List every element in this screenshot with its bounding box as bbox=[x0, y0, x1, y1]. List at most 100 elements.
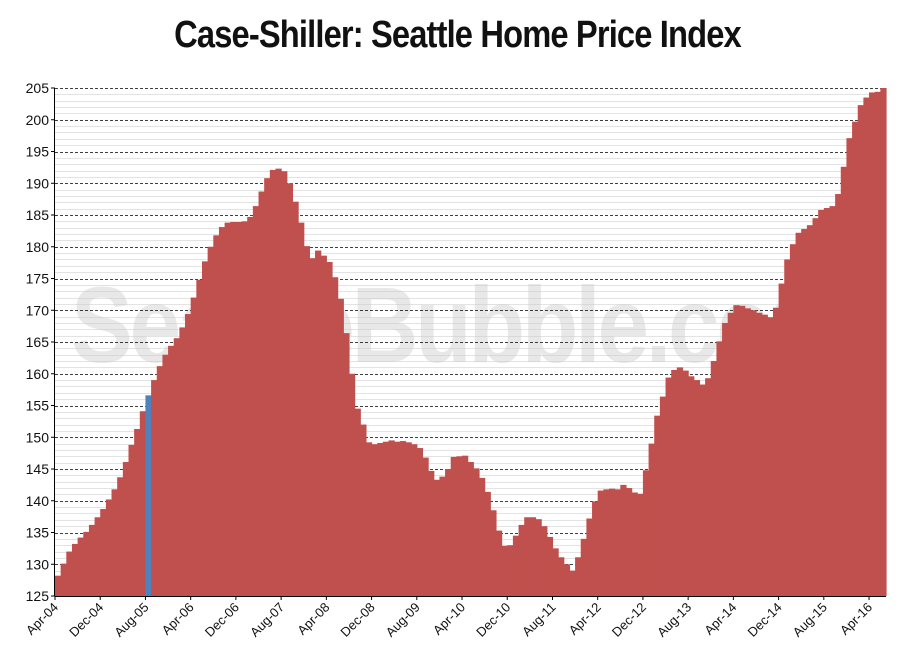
y-tick-label: 170 bbox=[26, 302, 50, 318]
bar bbox=[829, 206, 836, 597]
bar bbox=[490, 510, 497, 596]
bar bbox=[207, 246, 214, 596]
bar bbox=[761, 314, 768, 596]
chart-title: Case-Shiller: Seattle Home Price Index bbox=[174, 14, 742, 56]
bar bbox=[326, 261, 333, 596]
y-tick-label: 130 bbox=[26, 556, 50, 572]
bar bbox=[801, 228, 808, 596]
bar bbox=[450, 456, 457, 596]
bar bbox=[767, 317, 774, 596]
bar bbox=[699, 384, 706, 596]
x-tick-label: Apr-10 bbox=[430, 600, 468, 638]
x-tick-label: Dec-08 bbox=[337, 600, 377, 640]
bar bbox=[315, 250, 322, 596]
bar bbox=[478, 477, 486, 596]
bar bbox=[778, 283, 785, 596]
bar bbox=[151, 380, 158, 596]
bar bbox=[495, 530, 503, 596]
bar bbox=[637, 493, 644, 596]
bar bbox=[134, 428, 141, 596]
x-tick-label: Dec-10 bbox=[473, 600, 513, 640]
y-tick-label: 135 bbox=[26, 525, 50, 541]
bar bbox=[744, 308, 751, 596]
bar bbox=[620, 484, 627, 597]
bar bbox=[83, 531, 90, 596]
y-tick-label: 185 bbox=[26, 207, 50, 223]
bar bbox=[750, 310, 757, 596]
bar bbox=[575, 557, 582, 596]
bar bbox=[298, 222, 305, 596]
bar bbox=[484, 491, 491, 596]
bar bbox=[631, 492, 638, 596]
bar bbox=[462, 455, 469, 596]
bar bbox=[258, 191, 265, 596]
x-tick-label: Aug-05 bbox=[111, 600, 151, 640]
bar bbox=[354, 408, 361, 596]
bar bbox=[275, 168, 282, 596]
bar bbox=[467, 462, 474, 596]
bar bbox=[224, 222, 231, 596]
bar bbox=[597, 490, 604, 596]
bar bbox=[190, 297, 197, 596]
bar bbox=[337, 298, 344, 596]
bar bbox=[659, 396, 667, 596]
bar bbox=[422, 457, 429, 596]
bar bbox=[789, 244, 797, 596]
bar bbox=[835, 194, 842, 597]
x-tick-label: Apr-12 bbox=[566, 600, 604, 638]
y-axis-ticks: 125 130 135 140 145 150 155 160 165 170 175 180 185 1… bbox=[26, 80, 55, 604]
bar bbox=[507, 545, 514, 596]
bar bbox=[642, 470, 650, 596]
bar bbox=[524, 517, 531, 596]
bar bbox=[676, 367, 684, 596]
y-tick-label: 205 bbox=[26, 80, 50, 96]
bar bbox=[388, 440, 395, 596]
bar bbox=[654, 415, 661, 596]
bar bbox=[405, 442, 412, 596]
y-tick-label: 140 bbox=[26, 493, 50, 509]
bar bbox=[252, 206, 260, 597]
bar bbox=[411, 444, 418, 596]
bar bbox=[399, 441, 407, 596]
bar bbox=[840, 166, 848, 597]
bar bbox=[360, 424, 367, 596]
bar bbox=[332, 277, 339, 596]
bar bbox=[247, 216, 254, 596]
bar bbox=[303, 246, 310, 596]
bar bbox=[727, 312, 734, 596]
bar bbox=[869, 92, 876, 596]
y-tick-label: 180 bbox=[26, 239, 50, 255]
bar bbox=[586, 518, 593, 596]
bar bbox=[772, 307, 780, 596]
bar bbox=[264, 178, 271, 597]
bar bbox=[512, 535, 520, 596]
bar bbox=[722, 322, 729, 596]
bar bbox=[201, 261, 209, 596]
bar bbox=[445, 469, 452, 596]
bar bbox=[541, 526, 548, 596]
bar bbox=[128, 444, 135, 596]
bar bbox=[185, 314, 192, 596]
y-tick-label: 125 bbox=[26, 588, 50, 604]
y-tick-label: 150 bbox=[26, 429, 50, 445]
bar bbox=[580, 538, 587, 596]
x-tick-label: Aug-15 bbox=[790, 600, 830, 640]
bar bbox=[105, 499, 113, 596]
bar bbox=[609, 488, 616, 596]
x-tick-label: Dec-06 bbox=[202, 600, 242, 640]
bar bbox=[394, 441, 401, 596]
x-tick-label: Aug-09 bbox=[383, 600, 423, 640]
bar bbox=[529, 517, 537, 596]
bar bbox=[755, 312, 763, 596]
bar bbox=[552, 548, 559, 597]
x-tick-label: Apr-04 bbox=[23, 600, 61, 638]
bar bbox=[269, 169, 277, 597]
bar bbox=[235, 221, 243, 597]
bar bbox=[173, 338, 180, 596]
bar bbox=[348, 373, 356, 596]
bar bbox=[371, 444, 378, 596]
bar bbox=[874, 91, 881, 596]
bar bbox=[60, 563, 67, 596]
bar bbox=[739, 305, 746, 596]
